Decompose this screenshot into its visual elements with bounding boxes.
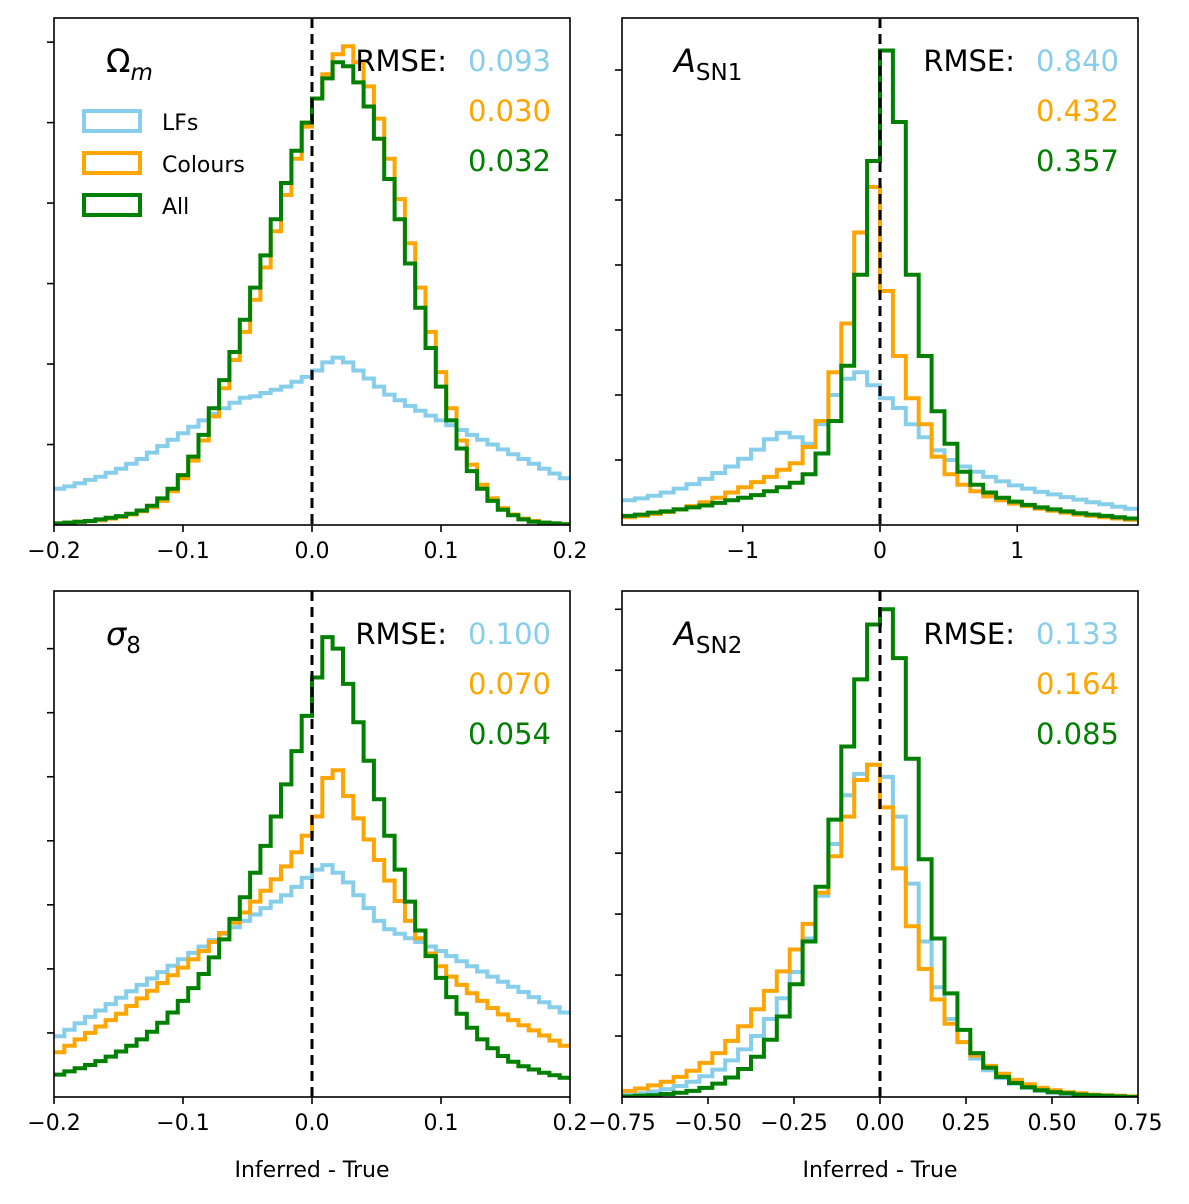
rmse-value-lfs: 0.133 bbox=[1036, 617, 1119, 651]
x-tick-label: 0.1 bbox=[424, 1111, 459, 1136]
rmse-value-colours: 0.164 bbox=[1036, 667, 1119, 701]
legend-label-all: All bbox=[162, 195, 189, 220]
x-tick-label: −0.75 bbox=[588, 1111, 655, 1136]
x-tick-label: 1 bbox=[1010, 539, 1024, 564]
x-tick-label: −0.25 bbox=[760, 1111, 827, 1136]
chart-panel-2: −1 0 1 ASN1 RMSE: 0.840 0.432 0.357 bbox=[615, 17, 1139, 564]
series-colours-3 bbox=[54, 768, 570, 1055]
legend-label-colours: Colours bbox=[162, 153, 245, 178]
rmse-value-all: 0.032 bbox=[468, 144, 551, 178]
x-tick-label: −0.2 bbox=[27, 539, 80, 564]
legend-label-lfs: LFs bbox=[162, 111, 198, 136]
x-tick-label: 0.25 bbox=[942, 1111, 991, 1136]
param-label: ASN1 bbox=[672, 42, 742, 86]
param-label: Ωm bbox=[106, 42, 153, 86]
rmse-value-lfs: 0.100 bbox=[468, 617, 551, 651]
rmse-label: RMSE: bbox=[923, 617, 1015, 651]
rmse-label: RMSE: bbox=[355, 617, 447, 651]
x-tick-label: 0.50 bbox=[1028, 1111, 1077, 1136]
x-axis-title-right: Inferred - True bbox=[802, 1158, 957, 1183]
x-tick-label: −0.1 bbox=[156, 539, 209, 564]
chart-panel-1: −0.2 −0.1 0.0 0.1 0.2 Ωm RMSE: 0.093 0.030 0.032 bbox=[27, 17, 588, 564]
rmse-value-colours: 0.070 bbox=[468, 667, 551, 701]
param-label: σ8 bbox=[106, 615, 141, 659]
x-axis-title-left: Inferred - True bbox=[234, 1158, 389, 1183]
chart-panel-3: −0.2 −0.1 0.0 0.1 0.2 σ8 RMSE: 0.100 0.070 0.054 bbox=[27, 590, 588, 1136]
x-tick-label: 0.0 bbox=[295, 1111, 330, 1136]
x-tick-label: 0.2 bbox=[553, 539, 588, 564]
x-tick-label: 0.1 bbox=[424, 539, 459, 564]
series-all-1 bbox=[54, 60, 570, 525]
param-label: ASN2 bbox=[672, 615, 742, 659]
x-tick-label: −0.1 bbox=[156, 1111, 209, 1136]
chart-panel-4: −0.75 −0.50 −0.25 0.00 0.25 0.50 0.75 ASN2 RMSE:… bbox=[588, 590, 1163, 1136]
series-lfs-3 bbox=[54, 863, 570, 1039]
x-tick-label: 0 bbox=[873, 539, 887, 564]
legend-swatch-colours bbox=[82, 151, 142, 175]
rmse-label: RMSE: bbox=[923, 44, 1015, 78]
x-tick-label: −1 bbox=[727, 539, 759, 564]
rmse-value-all: 0.054 bbox=[468, 717, 551, 751]
rmse-value-lfs: 0.093 bbox=[468, 44, 551, 78]
rmse-value-all: 0.085 bbox=[1036, 717, 1119, 751]
x-tick-label: −0.50 bbox=[674, 1111, 741, 1136]
x-tick-label: 0.75 bbox=[1114, 1111, 1163, 1136]
legend: LFs Colours All bbox=[82, 109, 245, 220]
rmse-value-colours: 0.030 bbox=[468, 94, 551, 128]
rmse-value-lfs: 0.840 bbox=[1036, 44, 1119, 78]
x-tick-label: −0.2 bbox=[27, 1111, 80, 1136]
legend-swatch-lfs bbox=[82, 109, 142, 133]
x-tick-label: 0.2 bbox=[553, 1111, 588, 1136]
legend-swatch-all bbox=[82, 193, 142, 217]
x-tick-label: 0.0 bbox=[295, 539, 330, 564]
x-tick-label: 0.00 bbox=[856, 1111, 905, 1136]
rmse-value-all: 0.357 bbox=[1036, 144, 1119, 178]
rmse-label: RMSE: bbox=[355, 44, 447, 78]
rmse-value-colours: 0.432 bbox=[1036, 94, 1119, 128]
